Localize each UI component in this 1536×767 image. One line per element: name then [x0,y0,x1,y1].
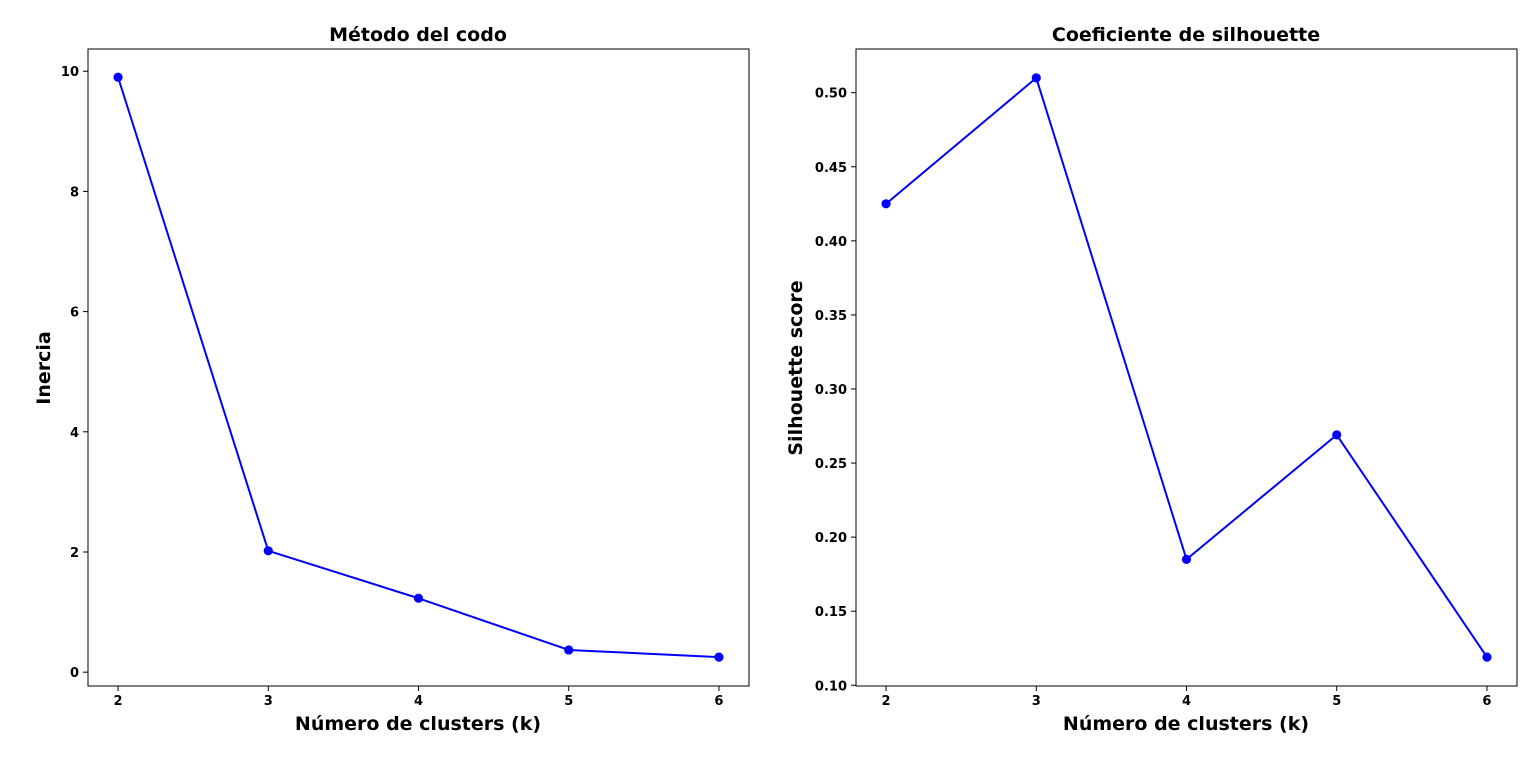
silhouette-y-tick-label: 0.15 [815,605,847,620]
elbow-x-tick-label: 2 [114,694,123,709]
elbow-chart-title: Método del codo [329,24,507,46]
elbow-chart: Método del codo 2 3 4 5 6 0 2 4 6 8 10 Número de c… [33,24,750,735]
silhouette-data-point [1181,554,1192,564]
silhouette-axes-frame [855,48,1518,687]
silhouette-data-point [881,199,891,209]
silhouette-y-tick-label: 0.35 [815,309,847,324]
silhouette-y-tick-label: 0.20 [815,531,847,546]
elbow-data-point [413,593,424,603]
silhouette-y-axis-label: Silhouette score [785,280,807,455]
silhouette-plot-area: 2 3 4 5 6 0.10 0.15 0.20 0.25 0.30 0.35 0.40 0.45 0.5… [815,48,1518,709]
elbow-x-tick-label: 3 [264,694,273,709]
silhouette-data-point [1332,430,1342,440]
elbow-x-axis-label: Número de clusters (k) [295,713,541,735]
silhouette-x-tick-label: 3 [1032,694,1041,709]
silhouette-y-tick-label: 0.25 [815,457,847,472]
elbow-y-tick-label: 4 [70,426,79,441]
elbow-plot-area: 2 3 4 5 6 0 2 4 6 8 10 [61,48,750,709]
elbow-y-tick-label: 2 [70,546,79,561]
silhouette-x-tick-label: 5 [1332,694,1341,709]
silhouette-chart: Coeficiente de silhouette 2 3 4 5 6 0.10 0.15 0… [785,24,1518,735]
elbow-data-point [714,652,724,662]
silhouette-y-tick-label: 0.40 [815,235,847,250]
elbow-data-point [263,546,273,556]
silhouette-data-point [1031,73,1041,83]
silhouette-y-tick-label: 0.50 [815,87,847,102]
elbow-y-tick-label: 6 [70,306,79,321]
elbow-y-axis-label: Inercia [33,331,55,404]
elbow-x-tick-label: 6 [714,694,723,709]
elbow-y-tick-label: 8 [70,185,79,200]
elbow-axes-frame [87,48,750,687]
silhouette-x-axis-label: Número de clusters (k) [1063,713,1309,735]
silhouette-x-tick-label: 2 [882,694,891,709]
elbow-x-tick-label: 5 [564,694,573,709]
elbow-data-point [564,645,574,655]
elbow-y-tick-label: 10 [61,65,79,80]
silhouette-y-tick-label: 0.30 [815,383,847,398]
silhouette-y-tick-label: 0.10 [815,679,847,694]
silhouette-y-tick-label: 0.45 [815,161,847,176]
silhouette-data-point [1482,652,1492,662]
silhouette-chart-title: Coeficiente de silhouette [1052,24,1320,46]
elbow-data-point [113,72,123,82]
silhouette-x-tick-label: 4 [1182,694,1191,709]
elbow-x-tick-label: 4 [414,694,423,709]
silhouette-x-tick-label: 6 [1482,694,1491,709]
elbow-y-tick-label: 0 [70,666,79,681]
